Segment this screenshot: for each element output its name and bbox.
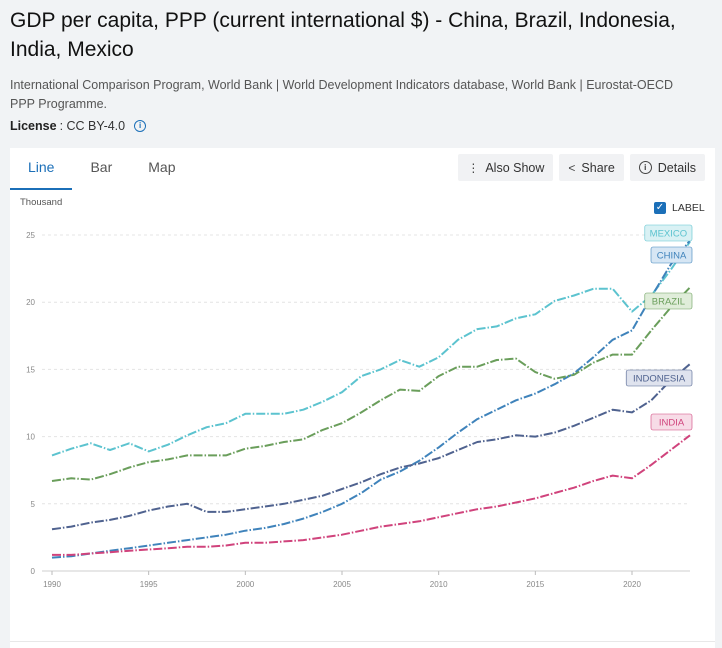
y-tick-label: 10 <box>26 433 35 442</box>
series-label-box <box>644 292 693 310</box>
series-line-china <box>51 239 691 559</box>
also-show-label: Also Show <box>485 160 545 175</box>
series-line-brazil <box>51 286 691 482</box>
series-end-label-mexico: MEXICO <box>644 224 693 242</box>
series-label-text: CHINA <box>657 251 687 262</box>
series-end-label-china: CHINA <box>650 246 693 264</box>
license-row: License : CC BY-4.0 i <box>10 119 147 133</box>
card-divider <box>10 641 715 642</box>
x-tick-label: 1990 <box>43 580 61 589</box>
series-line-indonesia <box>51 363 691 531</box>
also-show-button[interactable]: ⋮ Also Show <box>458 154 554 181</box>
series-end-label-indonesia: INDONESIA <box>625 369 693 387</box>
share-button[interactable]: < Share <box>559 154 624 181</box>
chart-toolbar: ⋮ Also Show < Share i Details <box>458 154 705 181</box>
y-tick-label: 5 <box>31 500 36 509</box>
tab-bar[interactable]: Bar <box>90 159 113 175</box>
series-label-text: INDIA <box>659 418 685 429</box>
series-label-box <box>644 224 693 242</box>
label-toggle[interactable]: ✓ LABEL <box>654 202 705 214</box>
series-label-text: BRAZIL <box>652 297 685 308</box>
series-label-text: MEXICO <box>650 229 687 240</box>
x-tick-label: 2000 <box>236 580 254 589</box>
y-tick-label: 20 <box>26 298 35 307</box>
source-text: International Comparison Program, World … <box>10 78 674 111</box>
info-circle-icon: i <box>638 161 652 174</box>
license-label: License <box>10 119 57 133</box>
tab-line[interactable]: Line <box>10 148 73 190</box>
y-tick-label: 15 <box>26 365 35 374</box>
x-tick-label: 1995 <box>140 580 158 589</box>
x-tick-label: 2015 <box>526 580 544 589</box>
y-tick-label: 0 <box>31 567 36 576</box>
x-tick-label: 2010 <box>430 580 448 589</box>
y-axis-unit-label: Thousand <box>20 197 63 208</box>
label-toggle-text: LABEL <box>672 202 705 214</box>
page-title: GDP per capita, PPP (current internation… <box>10 9 676 61</box>
y-tick-label: 25 <box>26 231 35 240</box>
series-label-text: INDONESIA <box>633 374 686 385</box>
series-label-box <box>650 246 693 264</box>
details-label: Details <box>657 160 696 175</box>
series-line-india <box>52 434 691 556</box>
tab-map[interactable]: Map <box>148 159 176 175</box>
x-tick-label: 2005 <box>333 580 351 589</box>
info-icon[interactable]: i <box>134 120 147 132</box>
series-label-box <box>625 369 693 387</box>
series-line-mexico <box>51 241 691 457</box>
checkbox-checked-icon[interactable]: ✓ <box>654 202 666 214</box>
view-tabs: Line Bar Map <box>10 148 194 190</box>
chart-card: Line Bar Map ⋮ Also Show < Share i Detai… <box>10 148 715 648</box>
details-button[interactable]: i Details <box>629 154 705 181</box>
more-vertical-icon: ⋮ <box>467 160 480 175</box>
x-tick-label: 2020 <box>623 580 641 589</box>
series-end-label-india: INDIA <box>650 413 693 431</box>
share-label: Share <box>581 160 615 175</box>
license-value: : CC BY-4.0 <box>59 119 126 133</box>
line-chart: 0 5 10 15 20 25 1990 1995 2000 2005 2010 2015 2020 ME… <box>26 224 693 589</box>
series-label-box <box>650 413 693 431</box>
series-end-label-brazil: BRAZIL <box>644 292 693 310</box>
share-icon: < <box>568 160 576 175</box>
